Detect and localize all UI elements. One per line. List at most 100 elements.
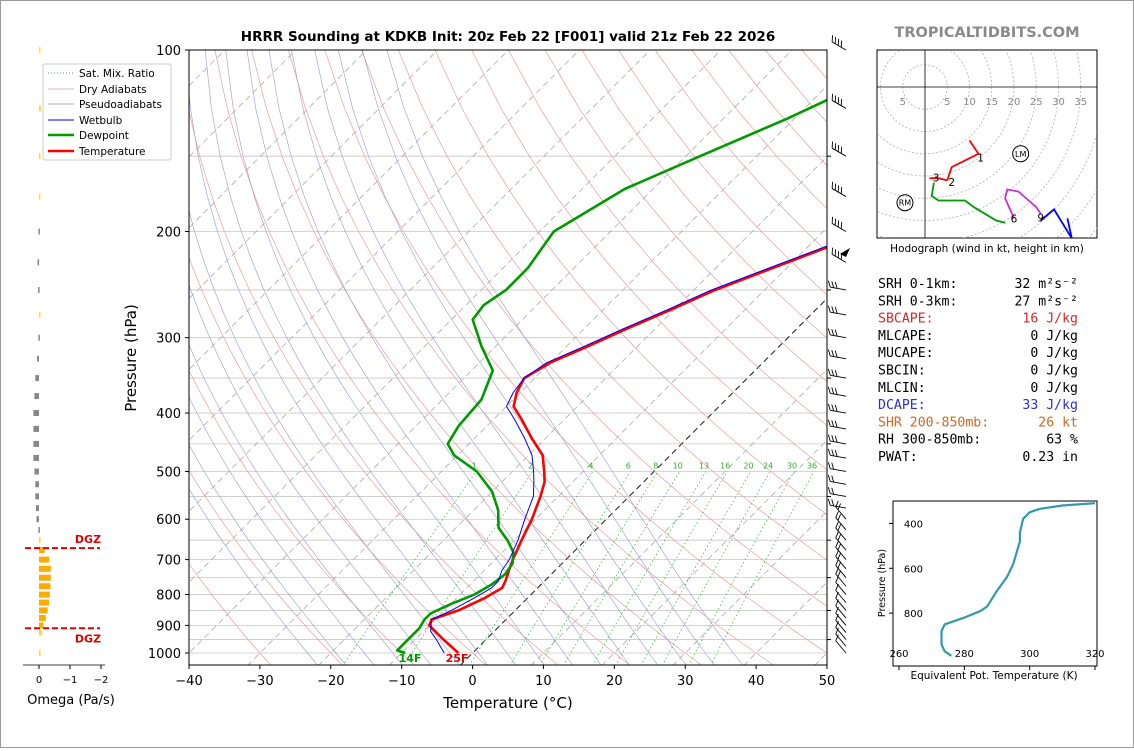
profile-temperature — [427, 246, 827, 654]
isotherm-line — [189, 50, 722, 583]
wind-barb — [831, 216, 847, 232]
legend-sat-mix-ratio: Sat. Mix. Ratio — [79, 68, 155, 80]
dry-adiabat-line — [214, 50, 631, 665]
omega-bar — [39, 599, 50, 606]
index-label: DCAPE: — [878, 398, 926, 413]
mixing-ratio-line — [509, 471, 631, 665]
storm-motion-marker — [1012, 145, 1030, 163]
barb-staff — [830, 493, 847, 497]
omega-bar — [33, 425, 39, 432]
isotherm-line — [189, 50, 438, 300]
hodograph-height-label: 1 — [977, 152, 984, 164]
barb-flag — [831, 306, 835, 313]
barb-staff — [835, 527, 847, 541]
barb-flag — [837, 220, 840, 228]
barb-flag — [837, 552, 842, 560]
theta-e-plot: 260 280 300 320 400 600 800 — [889, 502, 1105, 670]
barb-flag — [837, 251, 840, 258]
hodograph-trace — [929, 177, 948, 182]
isotherm-line — [189, 50, 580, 441]
barb-flag — [831, 487, 835, 495]
omega-bar — [35, 505, 39, 512]
legend-dewpoint: Dewpoint — [79, 130, 129, 142]
index-label: MLCIN: — [878, 381, 926, 396]
surface-temp-label: 25F — [446, 652, 469, 665]
omega-bar — [39, 153, 41, 160]
wind-barb — [835, 627, 847, 647]
omega-bar — [39, 105, 41, 112]
barb-flag — [834, 350, 838, 358]
barb-staff — [835, 556, 847, 570]
barb-flag — [827, 419, 831, 427]
skewt-axes-frame — [188, 49, 828, 666]
chart-title: HRRR Sounding at KDKB Init: 20z Feb 22 [… — [241, 29, 775, 45]
barb-staff — [830, 311, 847, 316]
x-tick-label: −10 — [388, 674, 415, 689]
hodograph-ring-label: 25 — [1030, 97, 1043, 108]
hodograph-ring-label: 5 — [944, 97, 950, 108]
hodograph-caption: Hodograph (wind in kt, height in km) — [890, 243, 1084, 255]
hodograph-ring-label: 30 — [1052, 97, 1065, 108]
y-tick-label: 400 — [156, 407, 181, 422]
barb-flag — [834, 249, 837, 257]
pseudoadiabat-line — [189, 343, 403, 665]
pseudoadiabat-line — [314, 50, 659, 665]
wind-barb — [835, 634, 847, 654]
dry-adiabat-line — [508, 50, 827, 426]
barb-flag — [834, 306, 838, 314]
barb-flag — [831, 93, 833, 101]
wind-barb — [835, 521, 847, 541]
skewt-profile-lines — [395, 98, 827, 655]
barb-flag — [837, 514, 842, 521]
barb-flag — [835, 550, 839, 557]
storm-motion-label: RM — [899, 199, 912, 208]
omega-bar — [39, 574, 51, 581]
wind-barb — [827, 462, 847, 472]
wind-barb — [835, 606, 847, 626]
dry-adiabat-line — [189, 256, 487, 665]
barb-staff — [831, 188, 847, 197]
index-value: 0 J/kg — [1030, 381, 1078, 396]
barb-flag — [834, 143, 837, 150]
barb-flag — [834, 388, 838, 395]
barb-flag — [835, 541, 839, 548]
isotherm-line — [672, 510, 827, 665]
pseudoadiabat-line — [225, 50, 545, 665]
omega-bar — [39, 615, 46, 621]
barb-flag — [835, 620, 839, 628]
x-tick-label: −40 — [175, 674, 202, 689]
barb-flag — [831, 35, 833, 43]
barb-flag — [840, 222, 843, 229]
pseudoadiabat-line — [338, 50, 687, 665]
omega-x-tick-label: −1 — [63, 675, 78, 686]
pseudoadiabat-line — [189, 488, 318, 665]
index-value: 63 % — [1046, 433, 1078, 448]
barb-staff — [835, 565, 847, 578]
barb-flag — [834, 329, 838, 337]
barb-flag — [840, 98, 843, 106]
y-tick-label: 900 — [156, 619, 181, 634]
wind-barb — [827, 349, 847, 360]
skewt-ticks: −40 −30 −20 −10 0 10 20 30 40 50 100 200 300 400 500 60… — [148, 44, 835, 689]
theta-e-y-tick-label: 400 — [904, 519, 923, 530]
barb-flag — [834, 183, 837, 191]
index-label: SHR 200-850mb: — [878, 415, 989, 430]
isotherm-line — [189, 50, 793, 654]
wind-barb — [827, 328, 847, 339]
omega-bar — [33, 455, 39, 461]
hodograph-ring-label: 35 — [1074, 97, 1087, 108]
omega-bar — [39, 547, 45, 554]
wind-barb — [827, 305, 847, 316]
theta-e-line — [940, 502, 1096, 657]
y-tick-label: 700 — [156, 554, 181, 569]
barb-flag — [835, 511, 839, 518]
barb-flag — [834, 218, 837, 226]
wind-barb — [827, 448, 847, 459]
mixing-ratio-label: 1 — [472, 461, 477, 470]
index-label: PWAT: — [878, 450, 918, 465]
wind-barb — [835, 531, 847, 551]
theta-e-frame — [892, 500, 1098, 667]
omega-bar — [39, 650, 41, 656]
pseudoadiabat-line — [189, 284, 432, 665]
omega-bar — [38, 334, 40, 341]
